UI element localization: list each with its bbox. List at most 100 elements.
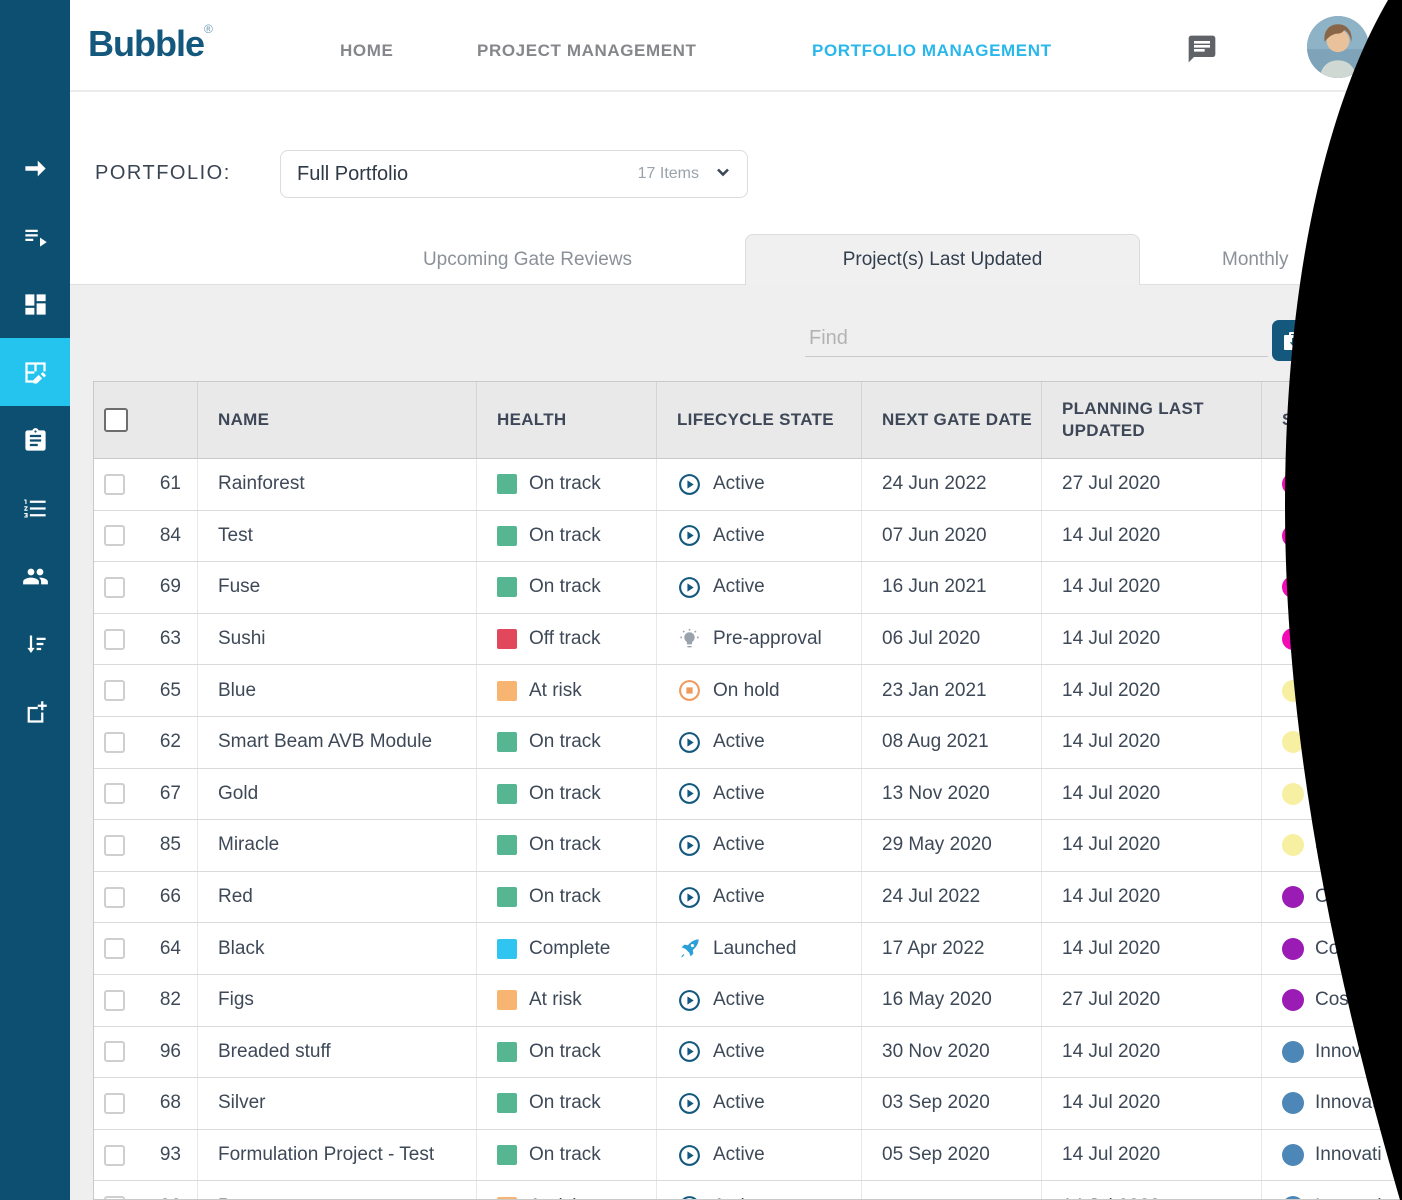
lifecycle-label: Active	[713, 1040, 765, 1062]
strategy-cell	[1262, 562, 1401, 613]
row-checkbox[interactable]	[104, 783, 125, 805]
strategy-dot	[1282, 1144, 1304, 1167]
next-gate-date-cell: 13 Nov 2020	[862, 768, 1042, 820]
planning-last-updated: 14 Jul 2020	[1062, 731, 1161, 753]
lifecycle-label: Active	[713, 886, 765, 908]
sidebar-item-dashboard[interactable]	[0, 270, 70, 338]
sidebar-item-sort[interactable]	[0, 610, 70, 678]
sidebar-item-clipboard[interactable]	[0, 406, 70, 474]
project-id: 85	[159, 834, 181, 856]
select-all-checkbox[interactable]	[104, 408, 128, 432]
strategy-cell: S	[1262, 769, 1401, 820]
play-circle-icon	[677, 781, 702, 806]
user-avatar[interactable]	[1307, 16, 1369, 78]
row-select-cell: 69	[94, 562, 198, 613]
lifecycle-label: Active	[713, 1144, 765, 1166]
next-gate-date: 17 Apr 2022	[882, 937, 985, 959]
project-id: 68	[159, 1092, 181, 1114]
table-row[interactable]: 96 Breaded stuff On track Active 30 N	[94, 1026, 1401, 1079]
lifecycle-label: Active	[713, 1196, 765, 1199]
lifecycle-label: Active	[713, 782, 765, 804]
row-checkbox[interactable]	[104, 834, 125, 856]
sidebar-item-project-list[interactable]	[0, 202, 70, 270]
header-checkbox-cell	[94, 382, 198, 458]
project-name-cell: Smart Beam AVB Module	[198, 716, 477, 768]
sidebar-item-expand[interactable]	[0, 134, 70, 202]
app-logo[interactable]: Bubble®	[88, 23, 213, 65]
lifecycle-cell: Launched	[657, 923, 862, 974]
rocket-icon	[677, 936, 702, 961]
row-select-cell: 84	[94, 510, 198, 562]
play-circle-icon	[677, 730, 702, 755]
row-checkbox[interactable]	[104, 680, 125, 702]
table-row[interactable]: 86 Pewter At risk Active	[94, 1181, 1401, 1199]
project-name: Smart Beam AVB Module	[218, 731, 433, 753]
table-row[interactable]: 61 Rainforest On track Active 24 Jun	[94, 459, 1401, 511]
nav-project-management[interactable]: PROJECT MANAGEMENT	[477, 41, 697, 60]
row-checkbox[interactable]	[104, 1041, 125, 1063]
chat-button[interactable]	[1186, 33, 1218, 65]
table-row[interactable]: 62 Smart Beam AVB Module On track Active	[94, 716, 1401, 769]
table-row[interactable]: 85 Miracle On track Active 29 May 202	[94, 820, 1401, 872]
nav-home[interactable]: HOME	[340, 41, 394, 60]
strategy-label: Innovati	[1315, 1144, 1382, 1166]
sidebar-item-portfolio-edit[interactable]	[0, 338, 70, 406]
row-checkbox[interactable]	[104, 731, 125, 753]
table-row[interactable]: 69 Fuse On track Active 16 Jun 2021	[94, 562, 1401, 614]
table-row[interactable]: 63 Sushi Off track Pre-approval 06 Ju	[94, 613, 1401, 666]
row-checkbox[interactable]	[104, 628, 125, 650]
sidebar-item-team[interactable]	[0, 542, 70, 610]
play-circle-icon	[677, 523, 702, 548]
sidebar-item-add-window[interactable]	[0, 678, 70, 746]
project-id: 66	[159, 886, 181, 908]
col-strategy[interactable]: STR	[1282, 409, 1317, 429]
tab-upcoming-gate-reviews[interactable]: Upcoming Gate Reviews	[422, 248, 633, 270]
nav-portfolio-management[interactable]: PORTFOLIO MANAGEMENT	[812, 41, 1052, 60]
portfolio-select[interactable]: Full Portfolio 17 Items	[280, 150, 748, 198]
find-input[interactable]	[805, 320, 1268, 357]
strategy-cell	[1262, 614, 1401, 665]
tab-monthly[interactable]: Monthly	[1222, 248, 1289, 270]
table-row[interactable]: 84 Test On track Active 07 Jun 2020	[94, 510, 1401, 563]
table-row[interactable]: 93 Formulation Project - Test On track A…	[94, 1129, 1401, 1182]
tab-projects-last-updated[interactable]: Project(s) Last Updated	[745, 234, 1140, 285]
planning-last-updated: 14 Jul 2020	[1062, 1144, 1161, 1166]
table-row[interactable]: 68 Silver On track Active 03 Sep 2020	[94, 1078, 1401, 1130]
table-row[interactable]: 64 Black Complete Launched 17 Apr 202	[94, 923, 1401, 975]
export-button[interactable]	[1272, 320, 1313, 361]
row-checkbox[interactable]	[104, 1092, 125, 1114]
col-next-gate-date[interactable]: NEXT GATE DATE	[862, 382, 1042, 458]
lifecycle-cell: On hold	[657, 665, 862, 716]
table-row[interactable]: 66 Red On track Active 24 Jul 2022	[94, 871, 1401, 924]
row-checkbox[interactable]	[104, 525, 125, 547]
health-swatch	[497, 732, 517, 753]
project-name: Fuse	[218, 576, 261, 598]
next-gate-date: 24 Jun 2022	[882, 473, 987, 495]
next-gate-date: 08 Aug 2021	[882, 731, 989, 753]
health-label: At risk	[529, 989, 582, 1011]
lifecycle-label: Active	[713, 1092, 765, 1114]
table-row[interactable]: 67 Gold On track Active 13 Nov 2020	[94, 768, 1401, 821]
col-planning-last-updated[interactable]: PLANNING LAST UPDATED	[1042, 382, 1262, 458]
row-checkbox[interactable]	[104, 938, 125, 960]
project-name: Silver	[218, 1092, 266, 1114]
col-name[interactable]: NAME	[198, 382, 477, 458]
row-checkbox[interactable]	[104, 473, 125, 495]
row-checkbox[interactable]	[104, 886, 125, 908]
table-row[interactable]: 65 Blue At risk On hold 23 Jan 2021	[94, 665, 1401, 717]
strategy-label: Innovatio	[1315, 1196, 1392, 1199]
next-gate-date: 03 Sep 2020	[882, 1092, 990, 1114]
planning-last-updated-cell: 14 Jul 2020	[1042, 768, 1262, 820]
table-row[interactable]: 82 Figs At risk Active 16 May 2020	[94, 974, 1401, 1027]
project-name: Black	[218, 937, 265, 959]
col-health[interactable]: HEALTH	[477, 382, 657, 458]
planning-last-updated-cell: 14 Jul 2020	[1042, 562, 1262, 613]
strategy-dot	[1282, 731, 1304, 754]
row-checkbox[interactable]	[104, 576, 125, 598]
col-lifecycle-state[interactable]: LIFECYCLE STATE	[657, 382, 862, 458]
row-checkbox[interactable]	[104, 989, 125, 1011]
sidebar-item-numbered-list[interactable]	[0, 474, 70, 542]
row-checkbox[interactable]	[104, 1196, 125, 1199]
row-checkbox[interactable]	[104, 1144, 125, 1166]
health-swatch	[497, 938, 517, 959]
